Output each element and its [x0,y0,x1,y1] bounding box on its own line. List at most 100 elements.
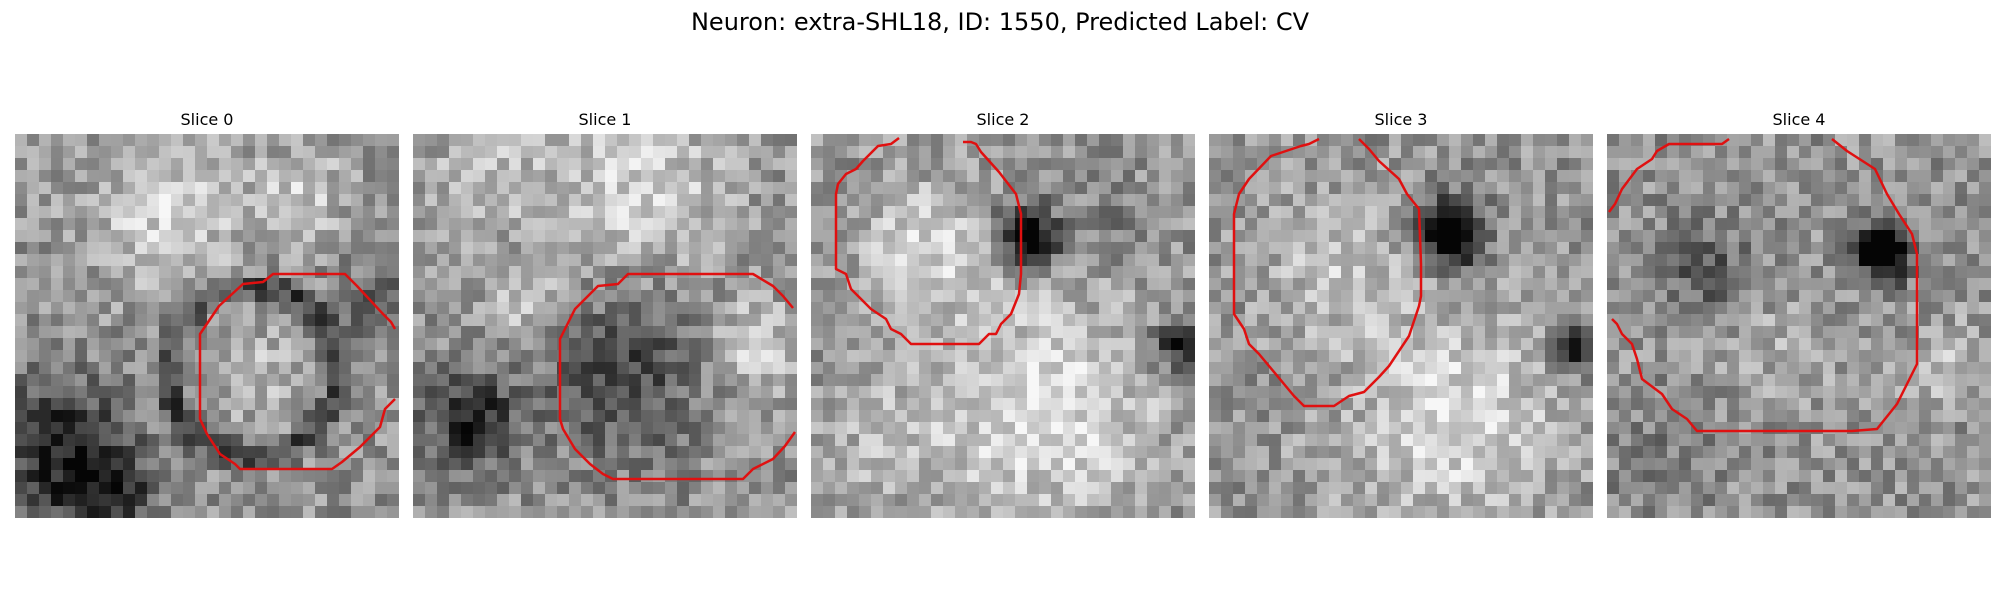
image-pixel [581,170,594,183]
image-pixel [63,146,76,159]
image-pixel [1835,206,1848,219]
image-pixel [267,422,280,435]
image-pixel [761,182,774,195]
image-pixel [943,374,956,387]
image-pixel [883,386,896,399]
image-pixel [955,410,968,423]
image-pixel [303,218,316,231]
image-pixel [1967,290,1980,303]
image-pixel [1135,254,1148,267]
image-pixel [1751,374,1764,387]
image-pixel [351,362,364,375]
image-pixel [231,494,244,507]
image-pixel [1775,254,1788,267]
image-pixel [1607,254,1620,267]
image-pixel [1063,182,1076,195]
image-pixel [1281,230,1294,243]
image-pixel [617,398,630,411]
image-pixel [1377,326,1390,339]
image-pixel [1063,458,1076,471]
image-pixel [1703,182,1716,195]
image-pixel [1979,290,1991,303]
image-pixel [1715,230,1728,243]
image-pixel [1305,302,1318,315]
image-pixel [339,242,352,255]
image-pixel [1533,458,1546,471]
image-pixel [1365,410,1378,423]
image-pixel [171,230,184,243]
image-pixel [1955,170,1968,183]
image-pixel [1245,482,1258,495]
image-pixel [111,506,124,518]
image-pixel [701,146,714,159]
image-pixel [1281,470,1294,483]
image-pixel [665,458,678,471]
image-pixel [665,494,678,507]
image-pixel [1655,434,1668,447]
image-pixel [617,254,630,267]
image-pixel [761,158,774,171]
image-pixel [1003,230,1016,243]
image-pixel [497,314,510,327]
image-pixel [1859,170,1872,183]
image-pixel [1581,146,1593,159]
image-pixel [1955,218,1968,231]
image-pixel [449,446,462,459]
image-pixel [387,242,399,255]
image-pixel [27,350,40,363]
image-pixel [1799,338,1812,351]
image-pixel [1461,170,1474,183]
image-pixel [1883,278,1896,291]
image-pixel [63,470,76,483]
image-pixel [521,158,534,171]
image-pixel [761,422,774,435]
image-pixel [183,410,196,423]
image-pixel [1245,230,1258,243]
image-pixel [171,146,184,159]
image-pixel [1679,194,1692,207]
image-pixel [1425,494,1438,507]
image-pixel [327,326,340,339]
image-pixel [509,278,522,291]
image-pixel [1135,326,1148,339]
image-pixel [725,458,738,471]
image-pixel [737,446,750,459]
image-pixel [159,374,172,387]
image-pixel [231,314,244,327]
image-pixel [327,506,340,518]
image-pixel [1835,158,1848,171]
image-pixel [1691,446,1704,459]
image-pixel [943,230,956,243]
image-pixel [1823,218,1836,231]
image-pixel [617,434,630,447]
image-pixel [327,158,340,171]
image-pixel [135,326,148,339]
image-pixel [51,446,64,459]
image-pixel [243,398,256,411]
image-pixel [243,314,256,327]
image-pixel [1811,278,1824,291]
image-pixel [327,398,340,411]
image-pixel [39,146,52,159]
image-pixel [1497,146,1510,159]
image-pixel [27,170,40,183]
image-pixel [449,314,462,327]
image-pixel [1413,242,1426,255]
image-pixel [545,482,558,495]
image-pixel [545,494,558,507]
image-pixel [1449,386,1462,399]
image-pixel [1281,398,1294,411]
image-pixel [183,194,196,207]
image-pixel [979,254,992,267]
image-pixel [1171,134,1184,147]
image-pixel [473,326,486,339]
image-pixel [375,338,388,351]
image-pixel [871,230,884,243]
image-pixel [1425,170,1438,183]
image-pixel [835,314,848,327]
image-pixel [1619,350,1632,363]
image-pixel [363,338,376,351]
image-pixel [785,458,797,471]
image-pixel [605,146,618,159]
image-pixel [1497,242,1510,255]
